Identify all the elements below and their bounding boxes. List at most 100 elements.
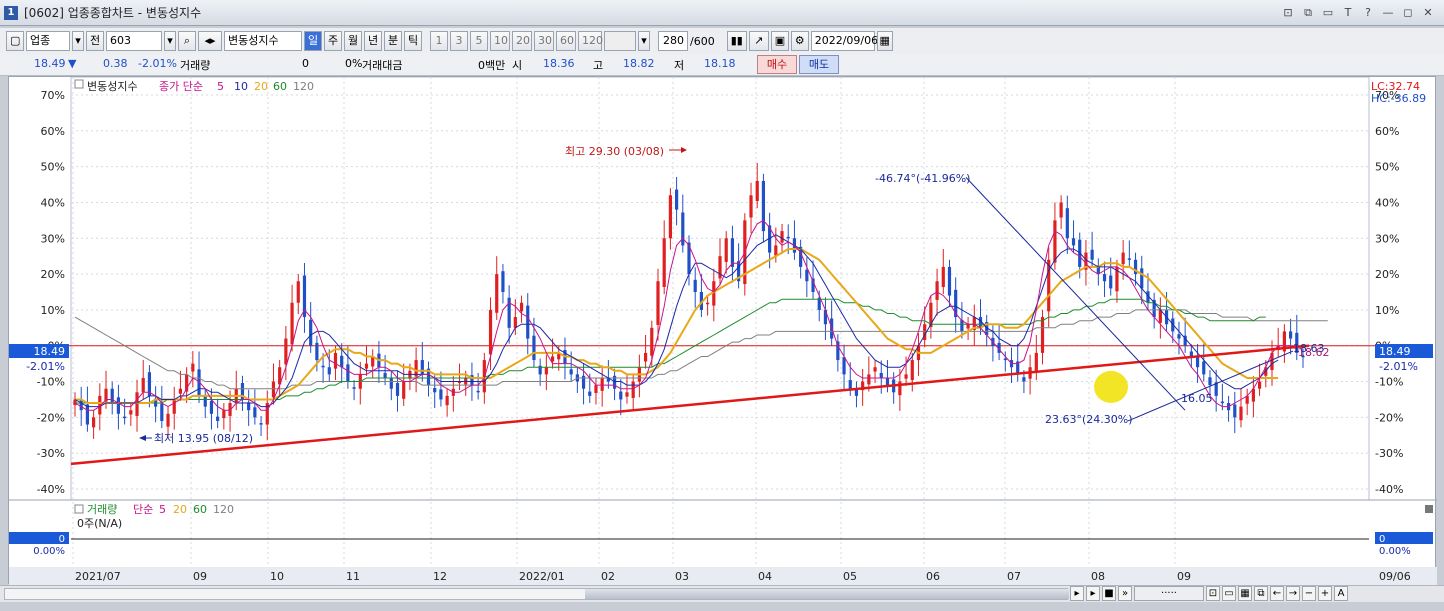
copy-window-icon[interactable]: ⧉: [1304, 6, 1312, 19]
y-tick-label: 40%: [41, 196, 65, 209]
interval-30[interactable]: 30: [534, 31, 554, 51]
candle-body: [1177, 334, 1181, 339]
candle-body: [1189, 351, 1193, 357]
y-tick-label: 60%: [41, 125, 65, 138]
interval-1[interactable]: 1: [430, 31, 448, 51]
code-input[interactable]: 603: [106, 31, 162, 51]
gear-icon[interactable]: ⚙: [790, 31, 809, 51]
speed-slider[interactable]: ·····: [1134, 586, 1204, 601]
grid-icon[interactable]: ▦: [1238, 586, 1252, 601]
candle-body: [346, 364, 350, 382]
candle-body: [643, 352, 648, 362]
candle-body: [278, 367, 282, 385]
candle-body: [799, 246, 803, 267]
candle-body: [612, 375, 617, 389]
period-day[interactable]: 일: [304, 31, 322, 51]
candle-body: [383, 372, 387, 378]
scroll-track[interactable]: [4, 588, 1069, 600]
interval-10[interactable]: 10: [490, 31, 510, 51]
candle-body: [662, 238, 666, 287]
draw-line-icon[interactable]: ↗: [748, 31, 769, 51]
x-tick-label: 2021/07: [75, 570, 121, 583]
search-icon[interactable]: ⌕: [178, 31, 196, 51]
font-icon[interactable]: A: [1334, 586, 1348, 601]
zoom-fit-icon[interactable]: ⊡: [1206, 586, 1220, 601]
candle-body: [861, 381, 865, 391]
interval-60[interactable]: 60: [556, 31, 576, 51]
candle-body: [309, 319, 313, 346]
period-year[interactable]: 년: [364, 31, 382, 51]
close-icon[interactable]: ✕: [1423, 6, 1433, 19]
chart-area[interactable]: 70%60%50%40%30%20%10%0%-10%-20%-30%-40% …: [8, 76, 1437, 585]
candle-body: [1102, 274, 1107, 282]
speaker-icon[interactable]: ◂▸: [198, 31, 222, 51]
minimize-icon[interactable]: —: [1382, 6, 1394, 19]
volume-right-pct: 0.00%: [1379, 546, 1411, 557]
minus-icon[interactable]: −: [1302, 586, 1316, 601]
candle-body: [203, 395, 207, 407]
chevron-down-icon[interactable]: ▾: [638, 31, 650, 51]
stop-icon[interactable]: ■: [1102, 586, 1116, 601]
period-week[interactable]: 주: [324, 31, 342, 51]
candle-body: [817, 297, 821, 310]
interval-120[interactable]: 120: [578, 31, 603, 51]
sell-button[interactable]: 매도: [799, 55, 839, 74]
candle-style-icon[interactable]: ▮▮: [726, 31, 747, 51]
legend-ma-label: 종가 단순: [159, 80, 203, 93]
period-minute[interactable]: 분: [384, 31, 402, 51]
plus-icon[interactable]: +: [1318, 586, 1332, 601]
volume-ma120: 120: [213, 503, 234, 516]
play-icon[interactable]: ▸: [1086, 586, 1100, 601]
chevron-down-icon[interactable]: ▾: [164, 31, 176, 51]
window-controls: ⊡ ⧉ ▭ T ? — ◻ ✕: [1280, 5, 1436, 21]
interval-input[interactable]: [604, 31, 636, 51]
trend-line-up: [1127, 350, 1294, 422]
open-label: 시: [512, 59, 523, 72]
fast-forward-icon[interactable]: »: [1118, 586, 1132, 601]
all-button[interactable]: 전: [86, 31, 104, 51]
x-tick-label: 08: [1091, 570, 1105, 583]
interval-5[interactable]: 5: [470, 31, 488, 51]
candle-body: [507, 297, 511, 328]
candle-body: [941, 266, 945, 287]
help-icon[interactable]: ?: [1365, 6, 1371, 19]
window-icon[interactable]: ▭: [1322, 6, 1334, 19]
text-icon[interactable]: T: [1344, 6, 1352, 19]
legend-ma10: 10: [234, 80, 248, 93]
maximize-icon[interactable]: ◻: [1403, 6, 1413, 19]
y-tick-label: 60%: [1375, 125, 1399, 138]
chevron-down-icon[interactable]: ▾: [72, 31, 84, 51]
market-select[interactable]: 업종: [26, 31, 70, 51]
play-prev-icon[interactable]: ▸: [1070, 586, 1084, 601]
split-icon[interactable]: ⧉: [1254, 586, 1268, 601]
y-tick-label: -40%: [37, 483, 65, 496]
y-tick-label: 10%: [41, 304, 65, 317]
arrow-right-icon[interactable]: →: [1286, 586, 1300, 601]
panel-close-icon[interactable]: [1425, 505, 1433, 513]
interval-3[interactable]: 3: [450, 31, 468, 51]
y-tick-label: 20%: [1375, 268, 1399, 281]
interval-20[interactable]: 20: [512, 31, 532, 51]
buy-button[interactable]: 매수: [757, 55, 797, 74]
date-input[interactable]: 2022/09/06: [810, 31, 878, 51]
candle-body: [1133, 259, 1138, 275]
candle-body: [1127, 258, 1131, 260]
calendar-icon[interactable]: ▦: [876, 31, 893, 51]
high-label: 고: [593, 59, 604, 72]
chart-scrollbar[interactable]: ▸ ▸ ■ » ····· ⊡ ▭ ▦ ⧉ ← → − + A: [0, 585, 1444, 602]
candle-body: [1251, 388, 1255, 402]
arrow-left-icon[interactable]: ←: [1270, 586, 1284, 601]
layout-icon[interactable]: ⊡: [1283, 6, 1293, 19]
period-month[interactable]: 월: [344, 31, 362, 51]
current-pct-left: -2.01%: [26, 360, 65, 373]
candle-body: [985, 322, 989, 335]
save-icon[interactable]: ▣: [770, 31, 789, 51]
period-tick[interactable]: 틱: [404, 31, 422, 51]
candle-body: [1282, 331, 1286, 352]
market-select-icon[interactable]: ▢: [6, 31, 24, 51]
candle-body: [854, 388, 859, 396]
candle-body: [284, 338, 288, 365]
scroll-thumb[interactable]: [585, 589, 1069, 599]
window-icon[interactable]: ▭: [1222, 586, 1236, 601]
count-input[interactable]: 280: [658, 31, 688, 51]
